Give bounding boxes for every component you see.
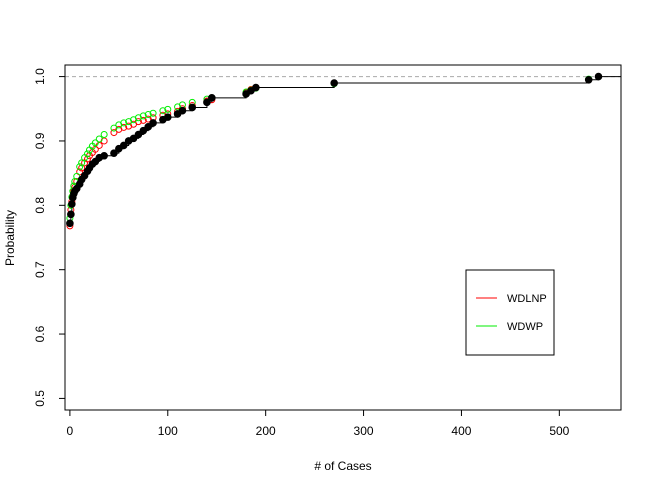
y-tick-label: 1.0 [33,68,47,85]
plot-frame [64,64,622,411]
x-tick-label: 100 [158,424,178,438]
legend-label-wdwp: WDWP [507,321,543,333]
point-wdwp [149,109,157,117]
point-wdlnp [144,115,152,123]
point-estimate [203,98,211,107]
x-tick-label: 0 [67,424,74,438]
point-wdwp [100,131,108,139]
x-tick-label: 500 [549,424,569,438]
point-wdwp [110,124,118,132]
point-estimate [66,219,74,228]
point-wdwp [159,107,167,115]
point-wdlnp [78,164,86,172]
point-wdwp [95,135,103,143]
x-tick-label: 200 [256,424,276,438]
point-estimate [100,151,108,160]
point-wdwp [76,163,84,171]
point-estimate [134,130,143,139]
point-wdwp [78,159,86,167]
point-wdwp [84,150,92,158]
point-estimate [584,76,593,84]
points-layer [66,72,603,230]
point-estimate [144,122,153,131]
point-wdwp [164,105,172,113]
point-estimate [163,113,172,121]
x-axis: 0 100 200 300 400 500 [67,410,570,438]
legend-box [465,269,555,356]
point-estimate [119,141,128,150]
point-estimate [67,210,75,219]
point-estimate [68,200,76,208]
point-estimate [149,119,157,127]
legend-label-wdlnp: WDLNP [507,293,547,305]
y-axis: 0.5 0.6 0.7 0.8 0.9 1.0 [33,68,65,407]
point-estimate [129,134,138,143]
point-estimate [110,149,118,157]
x-tick-label: 300 [354,424,374,438]
point-estimate [208,94,216,102]
y-axis-title: Probability [3,210,17,266]
legend: WDLNP WDWP [465,269,555,356]
y-tick-label: 0.8 [33,197,47,214]
x-axis-title: # of Cases [314,459,371,473]
y-tick-label: 0.9 [33,132,47,149]
point-estimate [178,106,187,115]
point-estimate [330,79,338,87]
point-estimate [139,126,148,135]
y-tick-label: 0.5 [33,390,47,407]
point-wdwp [120,119,128,127]
point-estimate [252,83,260,92]
x-tick-label: 400 [451,424,471,438]
point-estimate [188,103,197,112]
point-wdwp [91,139,99,147]
y-tick-label: 0.7 [33,261,47,278]
y-tick-label: 0.6 [33,325,47,342]
point-estimate [594,72,603,81]
point-wdwp [139,112,147,120]
point-wdlnp [110,129,118,137]
point-wdwp [144,111,152,119]
